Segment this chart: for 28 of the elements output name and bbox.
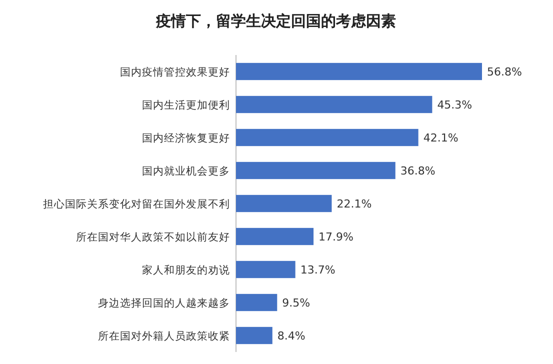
y-tick-label: 所在国对外籍人员政策收紧 xyxy=(98,330,230,342)
y-tick-label: 国内疫情管控效果更好 xyxy=(120,66,230,78)
y-tick-label: 国内生活更加便利 xyxy=(142,98,230,112)
bar xyxy=(236,260,296,278)
y-tick-label: 所在国对华人政策不如以前友好 xyxy=(76,230,230,244)
data-label: 17.9% xyxy=(318,230,354,244)
bar xyxy=(236,96,432,114)
bar xyxy=(236,162,396,180)
y-tick-label: 国内就业机会更多 xyxy=(142,164,230,178)
data-label: 42.1% xyxy=(423,132,458,144)
bar xyxy=(236,326,272,344)
bar xyxy=(236,128,418,146)
bar xyxy=(236,62,482,80)
bar xyxy=(236,294,278,312)
bar xyxy=(236,194,332,212)
data-label: 8.4% xyxy=(277,330,306,342)
data-label: 45.3% xyxy=(437,98,472,112)
y-tick-label: 身边选择回国的人越来越多 xyxy=(98,296,230,310)
bar xyxy=(236,228,314,246)
chart-title: 疫情下，留学生决定回国的考虑因素 xyxy=(155,12,396,30)
data-label: 22.1% xyxy=(336,198,372,210)
y-tick-label: 担心国际关系变化对留在国外发展不利 xyxy=(43,198,230,210)
data-label: 36.8% xyxy=(400,164,436,178)
y-tick-label: 家人和朋友的劝说 xyxy=(142,264,230,276)
y-tick-label: 国内经济恢复更好 xyxy=(142,132,230,144)
data-label: 13.7% xyxy=(300,264,336,276)
data-label: 9.5% xyxy=(282,296,310,310)
data-label: 56.8% xyxy=(487,66,522,78)
